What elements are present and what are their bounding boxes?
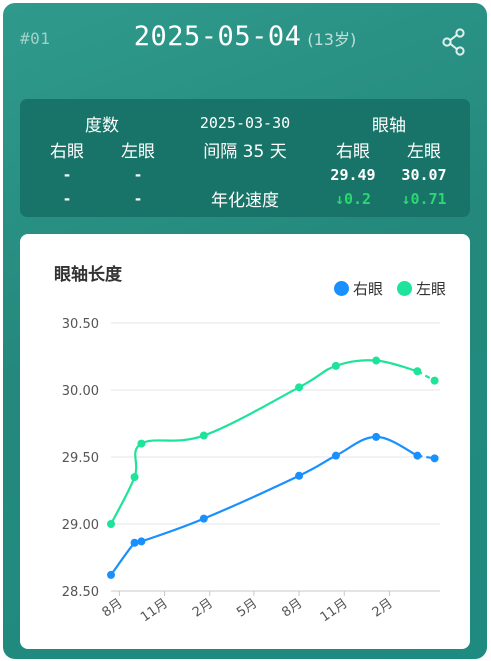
previous-date: 2025-03-30: [199, 114, 291, 132]
data-point: [130, 473, 139, 482]
data-point: [107, 570, 115, 579]
legend-item-left-eye[interactable]: 左眼: [396, 278, 446, 299]
axial-length-chart: 28.50 29.00 29.50 30.00 30.50 8月 11月 2月 5月 8月 11月 2…: [62, 317, 440, 625]
series-line-0: [110, 435, 418, 576]
chart-card: 眼轴长度 右眼 左眼 28.50 29.00 29.50 30.00 30.50 8月 11…: [20, 234, 470, 649]
x-tick-label: 2月: [370, 596, 396, 620]
data-point: [331, 451, 340, 460]
axial-right-eye-label: 右眼: [336, 142, 370, 162]
y-tick-label: 29.50: [62, 451, 99, 466]
y-tick-label: 29.00: [62, 518, 99, 533]
axial-left-rate: ↓0.71: [401, 190, 447, 208]
chart-title: 眼轴长度: [54, 265, 122, 285]
record-id: #01: [20, 29, 51, 48]
degree-right-rate: -: [62, 190, 72, 208]
data-point: [130, 538, 139, 547]
data-point: [331, 361, 340, 370]
y-tick-label: 30.00: [62, 384, 99, 399]
data-point: [295, 383, 304, 392]
data-point: [372, 356, 381, 365]
legend-dot-right-eye: [333, 281, 349, 296]
record-age: (13岁): [307, 30, 357, 49]
data-point: [430, 376, 439, 385]
legend-label-left-eye: 左眼: [415, 280, 446, 298]
data-point: [199, 514, 208, 523]
data-point: [413, 451, 422, 460]
series-line-1: [110, 359, 418, 525]
axial-right-rate: ↓0.2: [334, 190, 372, 208]
chart-legend: 右眼 左眼: [320, 278, 446, 299]
x-tick-label: 8月: [279, 596, 305, 620]
data-point: [107, 520, 115, 528]
legend-label-right-eye: 右眼: [352, 280, 383, 298]
axial-title: 眼轴: [372, 116, 406, 136]
degree-left-rate: -: [133, 190, 143, 208]
data-point: [430, 454, 439, 463]
data-point: [137, 439, 146, 448]
record-card: #01 2025-05-04 (13岁) 度数 2025-03-30 眼轴 右眼 …: [3, 3, 487, 659]
degree-title: 度数: [85, 116, 119, 136]
interval-days: 间隔 35 天: [203, 142, 287, 162]
record-title: 2025-05-04 (13岁): [3, 21, 487, 52]
x-tick-label: 8月: [100, 596, 126, 620]
x-tick-label: 2月: [190, 596, 216, 620]
axial-right-value: 29.49: [330, 166, 376, 184]
axial-left-eye-label: 左眼: [407, 142, 441, 162]
data-point: [137, 537, 146, 546]
degree-right-value: -: [62, 166, 72, 184]
legend-dot-left-eye: [396, 281, 412, 296]
axial-left-value: 30.07: [401, 166, 447, 184]
share-icon: [442, 28, 465, 56]
data-point: [295, 471, 304, 480]
stats-panel: 度数 2025-03-30 眼轴 右眼 左眼 间隔 35 天 右眼 左眼 - -…: [20, 99, 470, 217]
x-tick-label: 11月: [138, 596, 171, 625]
degree-left-eye-label: 左眼: [121, 142, 155, 162]
y-tick-label: 30.50: [62, 317, 99, 332]
x-tick-label: 11月: [318, 596, 351, 625]
record-date: 2025-05-04: [133, 21, 302, 52]
x-tick-label: 5月: [234, 596, 260, 620]
share-button[interactable]: [439, 27, 469, 57]
legend-item-right-eye[interactable]: 右眼: [333, 278, 383, 299]
annual-rate-label: 年化速度: [211, 191, 279, 211]
data-point: [199, 431, 208, 440]
degree-right-eye-label: 右眼: [50, 142, 84, 162]
y-tick-label: 28.50: [62, 585, 99, 600]
degree-left-value: -: [133, 166, 143, 184]
data-point: [372, 432, 381, 441]
data-point: [413, 367, 422, 376]
